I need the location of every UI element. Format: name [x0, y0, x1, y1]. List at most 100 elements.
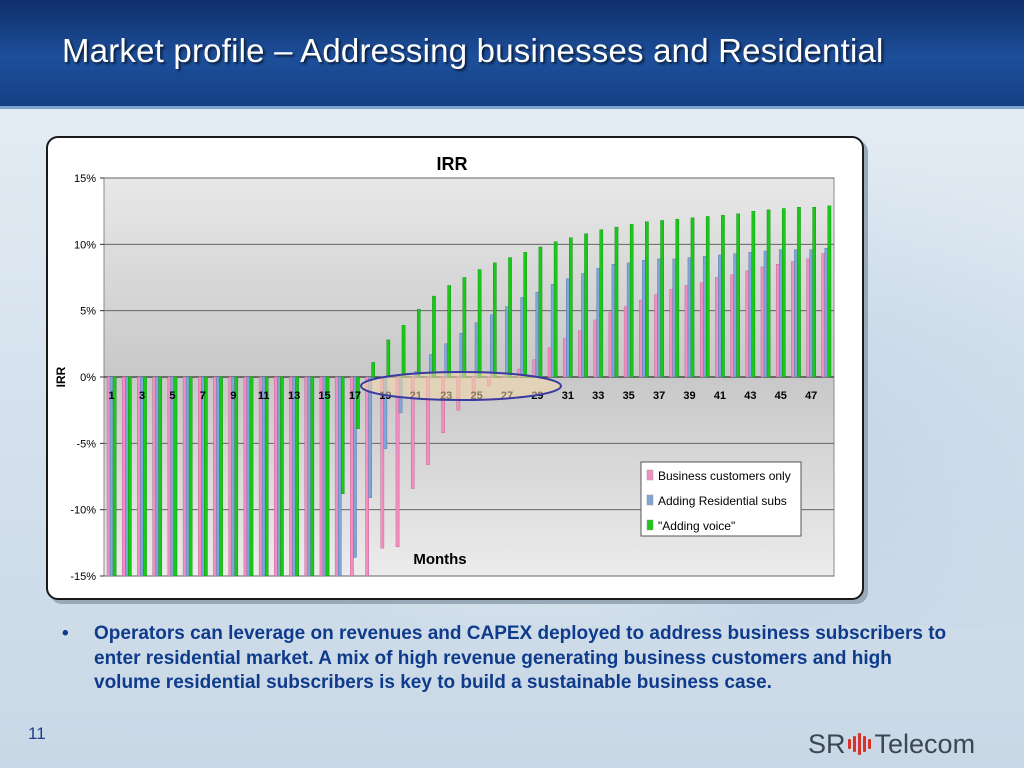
logo-text-telecom: Telecom	[874, 728, 976, 759]
bar-residential	[642, 260, 646, 378]
bar-business	[289, 376, 293, 577]
bar-voice	[553, 241, 558, 378]
bar-business	[608, 311, 613, 378]
bar-residential	[185, 376, 190, 577]
bar-voice	[158, 376, 163, 577]
x-tick-label: 11	[258, 390, 270, 402]
bar-voice	[340, 376, 345, 494]
bar-business	[258, 376, 263, 577]
y-axis-ticks: 15% 10% 5% 0% -5% -10% -15%	[70, 173, 104, 583]
x-tick-label: 1	[109, 390, 115, 402]
bar-business	[791, 261, 795, 378]
bar-voice	[751, 210, 756, 378]
y-tick-label: 5%	[80, 306, 96, 318]
legend-label-voice: "Adding voice"	[658, 519, 735, 533]
bar-business	[684, 285, 689, 378]
bar-residential	[170, 376, 175, 577]
bar-residential	[505, 306, 509, 378]
bar-business	[152, 376, 157, 577]
bar-residential	[155, 376, 160, 577]
bar-voice	[614, 226, 619, 378]
y-tick-label: 0%	[80, 372, 96, 384]
bar-voice	[599, 229, 604, 378]
bar-voice	[128, 376, 132, 577]
bar-residential	[596, 268, 601, 378]
page-number: 11	[28, 724, 46, 743]
bar-business	[578, 330, 582, 378]
bar-voice	[234, 376, 239, 577]
bar-voice	[310, 376, 315, 577]
bar-voice	[705, 216, 710, 378]
bar-business	[623, 306, 628, 378]
x-tick-label: 41	[714, 390, 726, 402]
bar-voice	[356, 376, 360, 429]
bar-residential	[246, 376, 251, 577]
bar-voice	[143, 376, 147, 577]
bar-business	[304, 376, 309, 577]
bar-business	[760, 266, 765, 378]
bar-business	[639, 299, 643, 378]
x-tick-label: 15	[318, 390, 330, 402]
x-tick-label: 33	[592, 390, 604, 402]
bar-voice	[295, 376, 299, 577]
y-axis-label: IRR	[54, 366, 68, 387]
bar-business	[821, 253, 826, 378]
bar-voice	[660, 220, 664, 378]
bar-voice	[721, 214, 725, 378]
bar-voice	[173, 376, 178, 577]
legend-swatch-business	[646, 469, 654, 481]
legend: Business customers only Adding Residenti…	[640, 461, 802, 537]
bar-voice	[416, 309, 421, 378]
bar-voice	[188, 376, 193, 577]
bar-residential	[718, 254, 722, 378]
bar-residential	[125, 376, 129, 577]
bar-voice	[249, 376, 254, 577]
bar-voice	[264, 376, 269, 577]
y-tick-label: -15%	[70, 571, 96, 583]
bar-voice	[432, 295, 436, 378]
bar-residential	[748, 252, 753, 378]
bar-business	[365, 376, 369, 577]
bar-residential	[566, 278, 570, 378]
legend-box	[640, 461, 802, 537]
x-tick-label: 45	[775, 390, 787, 402]
bar-voice	[827, 205, 832, 378]
bar-voice	[645, 221, 649, 378]
bar-business	[806, 258, 810, 378]
x-tick-label: 3	[139, 390, 145, 402]
bar-residential	[702, 256, 707, 378]
bar-residential	[672, 258, 677, 378]
bar-business	[167, 376, 172, 577]
bar-residential	[277, 376, 281, 577]
bar-business	[593, 319, 598, 378]
bar-voice	[280, 376, 284, 577]
bar-business	[350, 376, 354, 577]
x-tick-label: 47	[805, 390, 817, 402]
bar-business	[745, 270, 750, 378]
legend-swatch-voice	[646, 519, 654, 531]
bar-business	[213, 376, 217, 577]
bar-voice	[112, 376, 117, 577]
bar-business	[334, 376, 339, 577]
bar-residential	[201, 376, 205, 577]
bar-residential	[581, 273, 585, 378]
bar-voice	[493, 262, 497, 378]
y-tick-label: -10%	[70, 505, 96, 517]
bullet-marker: •	[62, 623, 69, 644]
bar-residential	[474, 322, 479, 378]
bar-voice	[736, 213, 740, 378]
bar-residential	[337, 376, 342, 577]
slide-title: Market profile – Addressing businesses a…	[62, 32, 884, 69]
bar-business	[699, 282, 704, 378]
legend-label-business: Business customers only	[658, 469, 791, 483]
bar-business	[228, 376, 233, 577]
bar-business	[532, 359, 537, 378]
legend-label-residential: Adding Residential subs	[658, 494, 787, 508]
bar-business	[775, 264, 780, 378]
y-tick-label: -5%	[76, 438, 96, 450]
bar-business	[122, 376, 126, 577]
bar-voice	[584, 233, 588, 378]
bar-business	[669, 289, 674, 378]
irr-chart: 15%10%5%0%-5%-10%-15% 135791113151719212…	[54, 154, 835, 583]
bar-residential	[611, 264, 616, 378]
